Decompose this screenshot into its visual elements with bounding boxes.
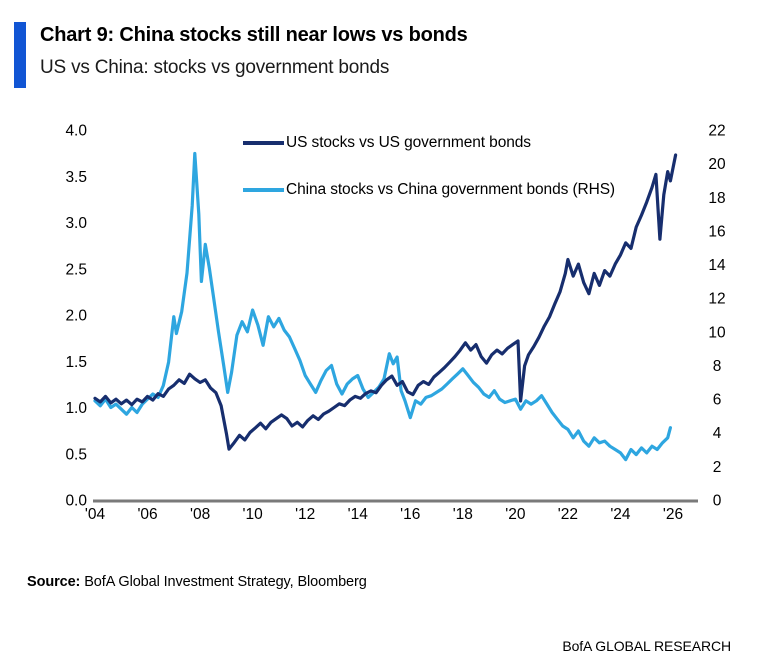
left-axis-tick-label: 2.0 [65,308,87,325]
us-line-swatch [243,140,284,145]
left-axis-tick-label: 2.5 [65,261,87,278]
us-stocks-vs-us-government-bonds-line [93,153,678,451]
x-axis-tick-label: '26 [663,506,683,523]
x-axis-tick-label: '22 [558,506,578,523]
legend-label-china: China stocks vs China government bonds (… [286,180,615,198]
legend-item-china: China stocks vs China government bonds (… [243,180,615,199]
right-axis-tick-label: 0 [713,493,722,510]
left-axis-tick-label: 3.5 [65,169,87,186]
right-axis-tick-label: 4 [713,425,722,442]
china-line-swatch [243,187,284,192]
x-axis-tick-label: '08 [190,506,210,523]
left-axis-tick-label: 1.0 [65,400,87,417]
right-axis-tick-label: 10 [708,324,726,341]
x-axis-tick-label: '04 [85,506,106,523]
chart-canvas: 0.0 0.5 1.0 1.5 2.0 2.5 3.0 3.5 4.0 0 2 4 6 8 10 12 14 16… [65,123,726,524]
x-axis-tick-label: '18 [453,506,473,523]
x-axis-tick-label: '10 [243,506,264,523]
title-accent-bar [14,22,26,88]
legend-label-us: US stocks vs US government bonds [286,133,531,151]
source-text: BofA Global Investment Strategy, Bloombe… [80,574,367,590]
left-axis-tick-label: 0.0 [65,493,87,510]
right-axis-tick-label: 2 [713,459,722,476]
x-axis-tick-label: '12 [295,506,315,523]
legend: US stocks vs US government bonds China s… [243,133,615,199]
chart-subtitle: US vs China: stocks vs government bonds [40,57,390,78]
left-axis-tick-label: 3.0 [65,215,87,232]
left-axis-tick-label: 4.0 [65,123,87,140]
bofa-global-research-watermark: BofA GLOBAL RESEARCH [562,638,731,654]
right-axis-tick-label: 12 [708,291,725,308]
x-axis-tick-label: '24 [610,506,631,523]
legend-item-us: US stocks vs US government bonds [243,133,615,152]
source-label: Source: [27,574,81,590]
source-line: Source: BofA Global Investment Strategy,… [27,574,367,590]
chart-region: 0.0 0.5 1.0 1.5 2.0 2.5 3.0 3.5 4.0 0 2 4 6 8 10 12 14 16… [0,100,768,550]
left-axis-tick-label: 0.5 [65,446,87,463]
x-axis-tick-label: '16 [400,506,420,523]
x-axis-tick-label: '14 [348,506,369,523]
x-axis-tick-label: '20 [505,506,526,523]
x-axis-tick-label: '06 [137,506,157,523]
right-axis-tick-label: 20 [708,156,726,173]
right-axis-tick-label: 14 [708,257,726,274]
right-axis-tick-label: 18 [708,190,725,207]
right-axis-tick-label: 22 [708,123,725,140]
china-stocks-vs-china-government-bonds-line [93,151,673,462]
right-axis-tick-label: 6 [713,392,722,409]
left-axis-tick-label: 1.5 [65,354,87,371]
chart-title: Chart 9: China stocks still near lows vs… [40,24,468,46]
right-axis-tick-label: 8 [713,358,722,375]
right-axis-tick-label: 16 [708,223,725,240]
